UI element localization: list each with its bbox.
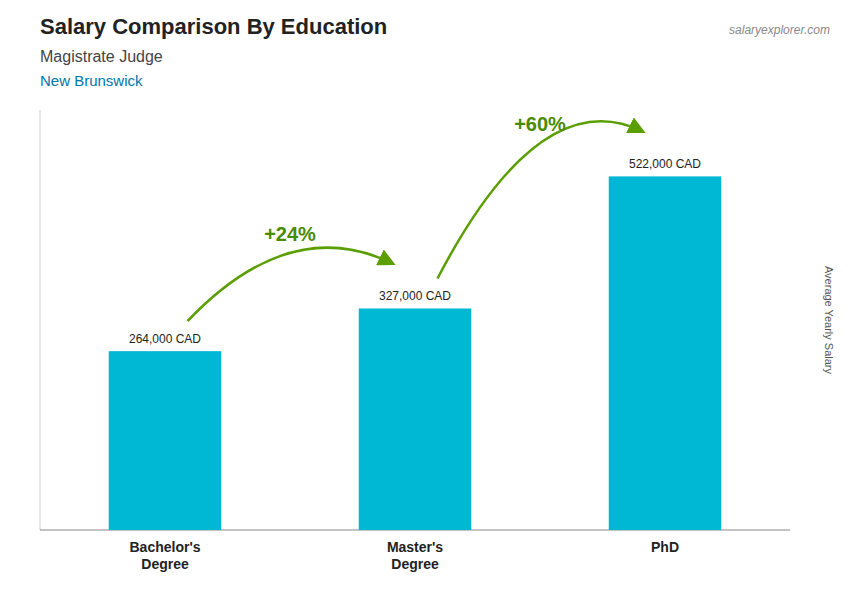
y-axis-line xyxy=(40,110,41,530)
change-arrow xyxy=(438,121,643,278)
x-tick-label-line: Degree xyxy=(391,556,439,572)
watermark: salaryexplorer.com xyxy=(729,23,830,37)
bar xyxy=(609,176,722,530)
x-tick-label: PhD xyxy=(651,539,679,555)
x-tick-label: Bachelor'sDegree xyxy=(129,539,200,572)
x-tick-label-line: Bachelor's xyxy=(129,539,200,555)
location: New Brunswick xyxy=(40,72,143,89)
change-arrow xyxy=(188,248,393,322)
y-axis-label: Average Yearly Salary xyxy=(823,266,835,375)
title: Salary Comparison By Education xyxy=(40,14,387,39)
x-tick-label-line: Degree xyxy=(141,556,189,572)
change-label: +24% xyxy=(264,223,316,245)
change-label: +60% xyxy=(514,113,566,135)
data-label: 327,000 CAD xyxy=(379,289,451,303)
bar xyxy=(359,308,472,530)
subtitle: Magistrate Judge xyxy=(40,48,163,65)
x-tick-label: Master'sDegree xyxy=(387,539,443,572)
chart: Salary Comparison By Education Magistrate… xyxy=(0,0,850,606)
chart-container: Salary Comparison By Education Magistrate… xyxy=(0,0,850,606)
bar xyxy=(109,351,222,530)
x-tick-label-line: Master's xyxy=(387,539,443,555)
data-label: 264,000 CAD xyxy=(129,332,201,346)
bars xyxy=(109,176,722,530)
x-tick-label-line: PhD xyxy=(651,539,679,555)
data-label: 522,000 CAD xyxy=(629,157,701,171)
